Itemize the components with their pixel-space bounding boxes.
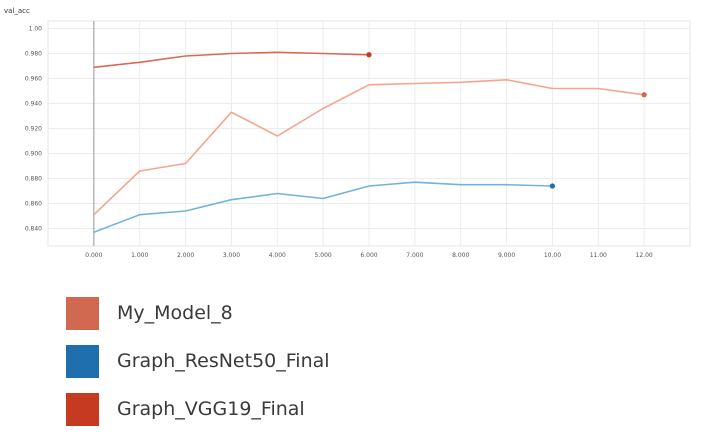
y-tick-label: 0.880 <box>25 176 42 183</box>
chart-title: val_acc <box>4 7 30 15</box>
legend-swatch <box>66 344 99 378</box>
y-tick-label: 0.940 <box>25 101 42 108</box>
series-endpoint-2[interactable] <box>366 52 372 58</box>
chart-area: val_acc 0.8400.8600.8800.9000.9200.9400.… <box>4 7 691 259</box>
legend-item-my-model-8[interactable]: My_Model_8 <box>66 296 330 330</box>
legend-item-graph-vgg19-final[interactable]: Graph_VGG19_Final <box>66 392 330 426</box>
series-line-0[interactable] <box>93 79 645 216</box>
x-tick-label: 10.00 <box>544 252 561 259</box>
series-line-2[interactable] <box>93 51 370 69</box>
x-tick-label: 9.000 <box>498 252 515 259</box>
legend-item-graph-resnet50-final[interactable]: Graph_ResNet50_Final <box>66 344 330 378</box>
x-tick-label: 6.000 <box>360 252 377 259</box>
x-tick-label: 0.000 <box>85 252 102 259</box>
x-tick-label: 5.000 <box>315 252 332 259</box>
y-tick-labels: 0.840 0.860 0.880 0.900 0.920 0.940 0.960 0.980… <box>25 26 42 233</box>
y-tick-label: 0.920 <box>25 126 42 133</box>
y-tick-label: 0.960 <box>25 76 42 83</box>
y-tick-label: 0.900 <box>25 151 42 158</box>
series-endpoint-0[interactable] <box>641 92 647 98</box>
y-tick-label: 0.860 <box>25 201 42 208</box>
legend-swatch <box>66 296 99 330</box>
y-tick-label: 0.980 <box>25 51 42 58</box>
series-lines <box>93 51 647 234</box>
series-line-1[interactable] <box>93 181 553 234</box>
x-tick-label: 4.000 <box>269 252 286 259</box>
x-tick-label: 3.000 <box>223 252 240 259</box>
x-tick-label: 8.000 <box>452 252 469 259</box>
x-tick-labels: 0.000 1.000 2.000 3.000 4.000 5.000 6.000 7.000… <box>85 252 653 259</box>
grid <box>47 20 691 247</box>
legend: My_Model_8 Graph_ResNet50_Final Graph_VG… <box>66 296 330 440</box>
x-tick-label: 7.000 <box>406 252 423 259</box>
legend-swatch <box>66 392 99 426</box>
x-tick-label: 2.000 <box>177 252 194 259</box>
series-endpoint-1[interactable] <box>549 183 556 189</box>
y-tick-label: 1.00 <box>29 26 43 33</box>
y-tick-label: 0.840 <box>25 226 42 233</box>
x-tick-label: 11.00 <box>590 252 607 259</box>
x-tick-label: 12.00 <box>636 252 653 259</box>
legend-label: My_Model_8 <box>117 302 233 324</box>
x-tick-label: 1.000 <box>131 252 148 259</box>
legend-label: Graph_ResNet50_Final <box>117 350 330 372</box>
legend-label: Graph_VGG19_Final <box>117 398 305 420</box>
